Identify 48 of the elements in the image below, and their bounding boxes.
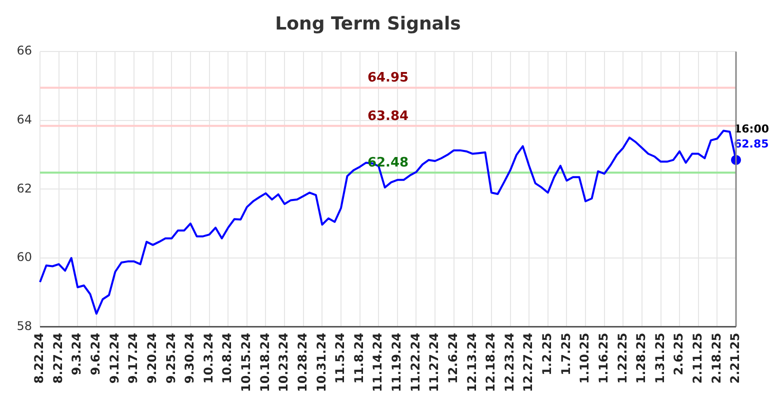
ref-line-label: 64.95 <box>367 70 409 86</box>
ref-line-label: 62.48 <box>367 156 409 171</box>
x-tick-label: 2.11.25 <box>690 332 705 384</box>
x-tick-label: 10.15.24 <box>239 332 254 392</box>
x-tick-label: 1.10.25 <box>578 332 592 384</box>
x-tick-label: 12.27.24 <box>521 332 536 392</box>
y-tick-label: 62 <box>16 181 32 196</box>
y-tick-label: 60 <box>16 250 32 264</box>
x-tick-label: 10.28.24 <box>295 332 310 392</box>
x-tick-label: 11.8.24 <box>352 332 366 384</box>
y-tick-label: 64 <box>16 112 32 127</box>
x-tick-label: 10.23.24 <box>276 332 291 392</box>
x-tick-label: 12.18.24 <box>484 332 498 392</box>
x-tick-label: 9.12.24 <box>107 332 122 384</box>
y-tick-label: 58 <box>16 318 32 333</box>
x-tick-label: 12.6.24 <box>446 332 460 384</box>
x-tick-label: 1.2.25 <box>540 332 554 376</box>
x-tick-label: 12.23.24 <box>502 332 516 392</box>
x-tick-label: 2.21.25 <box>728 332 742 384</box>
x-tick-label: 8.27.24 <box>50 332 65 384</box>
x-tick-label: 2.6.25 <box>672 332 686 376</box>
x-tick-label: 1.28.25 <box>634 332 648 384</box>
x-tick-label: 1.31.25 <box>652 332 667 384</box>
annotation: 16:00 <box>734 122 770 136</box>
x-tick-label: 11.19.24 <box>390 332 404 392</box>
x-tick-label: 8.22.24 <box>32 332 46 384</box>
x-tick-label: 9.17.24 <box>126 332 140 384</box>
x-tick-label: 1.7.25 <box>558 332 573 376</box>
ref-line-label: 63.84 <box>367 108 409 124</box>
x-tick-label: 10.8.24 <box>220 332 234 384</box>
x-tick-label: 2.18.25 <box>709 332 724 384</box>
y-tick-label: 66 <box>16 44 32 58</box>
x-tick-label: 1.16.25 <box>596 332 610 384</box>
chart-title: Long Term Signals <box>275 13 461 34</box>
x-tick-label: 9.20.24 <box>144 332 159 384</box>
x-tick-label: 10.31.24 <box>314 332 328 392</box>
x-tick-label: 10.3.24 <box>201 332 216 384</box>
x-tick-label: 11.27.24 <box>427 332 442 392</box>
x-tick-label: 9.6.24 <box>88 332 103 376</box>
x-tick-label: 9.25.24 <box>164 332 178 384</box>
x-tick-label: 9.3.24 <box>70 332 84 376</box>
x-tick-label: 10.18.24 <box>258 332 272 392</box>
x-tick-label: 9.30.24 <box>182 332 197 384</box>
x-tick-label: 11.5.24 <box>333 332 348 384</box>
x-tick-label: 11.14.24 <box>370 332 385 392</box>
x-tick-label: 11.22.24 <box>408 332 422 392</box>
x-tick-label: 12.13.24 <box>464 332 479 392</box>
x-tick-label: 1.22.25 <box>615 332 630 384</box>
